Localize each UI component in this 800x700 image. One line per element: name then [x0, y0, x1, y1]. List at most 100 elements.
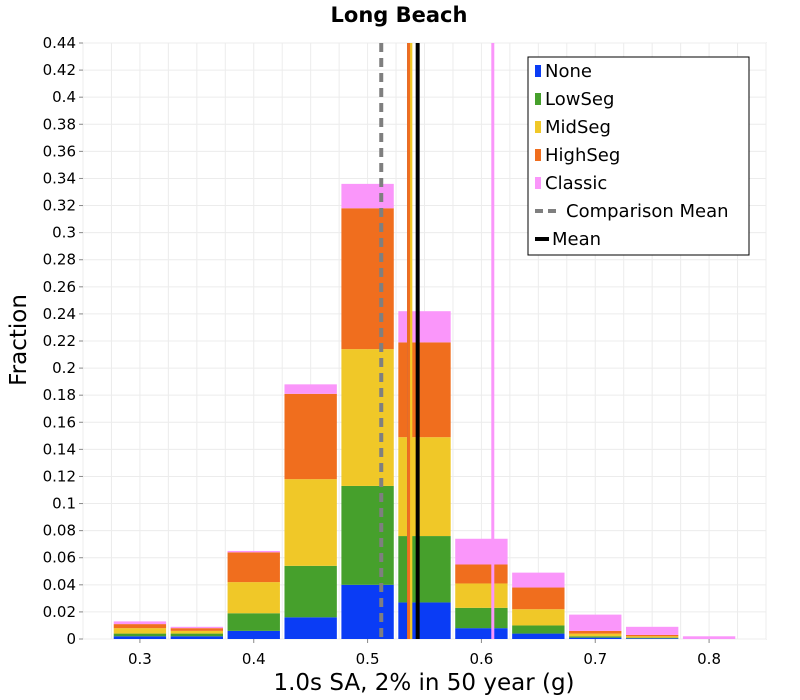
bar-segment-none	[113, 636, 167, 639]
legend-label-mean: Mean	[552, 229, 601, 250]
bar-segment-midseg	[227, 582, 280, 614]
x-tick-label: 0.5	[356, 650, 380, 668]
bar-segment-highseg	[455, 564, 508, 584]
legend-items: None LowSeg MidSeg HighSeg Classic Comparison…	[535, 61, 729, 250]
bar-segment-midseg	[512, 609, 565, 626]
legend-label-comparison-mean: Comparison Mean	[566, 201, 729, 222]
bar-segment-highseg	[512, 587, 565, 610]
bar-segment-highseg	[341, 208, 394, 350]
bar-segment-lowseg	[284, 565, 337, 618]
y-tick-label: 0.1	[52, 495, 76, 513]
y-tick-label: 0.02	[43, 603, 76, 621]
bar-segment-classic	[569, 614, 622, 631]
y-tick-label: 0.14	[43, 440, 76, 458]
bar-segment-highseg	[284, 393, 337, 480]
bar-segment-classic	[398, 311, 451, 343]
legend-swatch-highseg	[535, 149, 541, 161]
y-tick-label: 0	[66, 630, 76, 648]
legend-swatch-classic	[535, 177, 541, 189]
bar-segment-lowseg	[398, 536, 451, 603]
y-axis-ticks: 0 0.02 0.04 0.06 0.08 0.1 0.12 0.14 0.16 0.18 0.2 0…	[43, 34, 83, 648]
y-tick-label: 0.42	[43, 61, 76, 79]
bar-segment-highseg	[170, 628, 224, 631]
legend: None LowSeg MidSeg HighSeg Classic Comparison…	[527, 56, 750, 256]
y-tick-label: 0.26	[43, 278, 76, 296]
y-tick-label: 0.12	[43, 467, 76, 485]
bar-segment-lowseg	[113, 633, 167, 637]
y-tick-label: 0.36	[43, 142, 76, 160]
bar-segment-lowseg	[512, 625, 565, 634]
y-tick-label: 0.2	[52, 359, 76, 377]
y-tick-label: 0.16	[43, 413, 76, 431]
bar-segment-highseg	[398, 342, 451, 438]
x-tick-label: 0.7	[583, 650, 607, 668]
legend-swatch-none	[535, 65, 541, 77]
bar-segment-classic	[341, 183, 394, 209]
bar-segment-lowseg	[625, 637, 679, 639]
bars	[113, 183, 736, 639]
bar-segment-classic	[284, 384, 337, 394]
bar-segment-none	[569, 637, 622, 639]
bar-segment-none	[398, 602, 451, 639]
legend-label-none: None	[545, 61, 592, 82]
bar-segment-classic	[227, 550, 280, 553]
bar-segment-none	[227, 630, 280, 639]
bar-segment-midseg	[284, 479, 337, 566]
y-tick-label: 0.44	[43, 34, 76, 52]
x-tick-label: 0.8	[697, 650, 721, 668]
y-tick-label: 0.28	[43, 251, 76, 269]
legend-swatch-midseg	[535, 121, 541, 133]
bar-segment-highseg	[569, 630, 622, 634]
bar-segment-none	[170, 636, 224, 639]
bar-segment-classic	[455, 538, 508, 565]
legend-label-highseg: HighSeg	[545, 145, 620, 166]
bar-segment-midseg	[625, 636, 679, 638]
y-tick-label: 0.4	[52, 88, 76, 106]
legend-label-classic: Classic	[545, 173, 607, 194]
y-tick-label: 0.32	[43, 197, 76, 215]
legend-label-midseg: MidSeg	[545, 117, 611, 138]
y-tick-label: 0.3	[52, 224, 76, 242]
bar-segment-midseg	[170, 630, 224, 634]
bar-segment-midseg	[569, 633, 622, 637]
bar-segment-midseg	[113, 628, 167, 634]
x-axis-ticks: 0.3 0.4 0.5 0.6 0.7 0.8	[128, 639, 721, 668]
y-tick-label: 0.34	[43, 169, 76, 187]
bar-segment-lowseg	[227, 613, 280, 631]
bar-segment-none	[284, 617, 337, 639]
bar-segment-lowseg	[170, 633, 224, 637]
y-tick-label: 0.04	[43, 576, 76, 594]
bar-segment-midseg	[398, 437, 451, 537]
bar-segment-none	[455, 628, 508, 639]
bar-segment-highseg	[625, 634, 679, 637]
x-tick-label: 0.3	[128, 650, 152, 668]
x-tick-label: 0.6	[469, 650, 493, 668]
x-axis-label: 1.0s SA, 2% in 50 year (g)	[273, 670, 574, 696]
x-tick-label: 0.4	[242, 650, 266, 668]
y-tick-label: 0.18	[43, 386, 76, 404]
bar-segment-lowseg	[455, 607, 508, 629]
bar-segment-classic	[113, 621, 167, 625]
bar-segment-highseg	[227, 552, 280, 583]
bar-segment-none	[341, 584, 394, 639]
bar-segment-midseg	[341, 349, 394, 486]
chart-title: Long Beach	[331, 3, 468, 27]
bar-segment-classic	[625, 626, 679, 635]
bar-segment-classic	[512, 572, 565, 588]
y-tick-label: 0.24	[43, 305, 76, 323]
bar-segment-none	[625, 638, 679, 639]
legend-label-lowseg: LowSeg	[545, 89, 614, 110]
y-tick-label: 0.06	[43, 549, 76, 567]
bar-segment-lowseg	[569, 636, 622, 638]
legend-swatch-lowseg	[535, 93, 541, 105]
bar-segment-lowseg	[341, 485, 394, 585]
bar-segment-highseg	[113, 624, 167, 629]
bar-segment-none	[512, 633, 565, 639]
legend-box	[527, 56, 750, 256]
y-tick-label: 0.38	[43, 115, 76, 133]
bar-segment-classic	[682, 636, 736, 639]
y-tick-label: 0.08	[43, 522, 76, 540]
mean-lines	[379, 43, 495, 639]
bar-segment-classic	[170, 626, 224, 629]
